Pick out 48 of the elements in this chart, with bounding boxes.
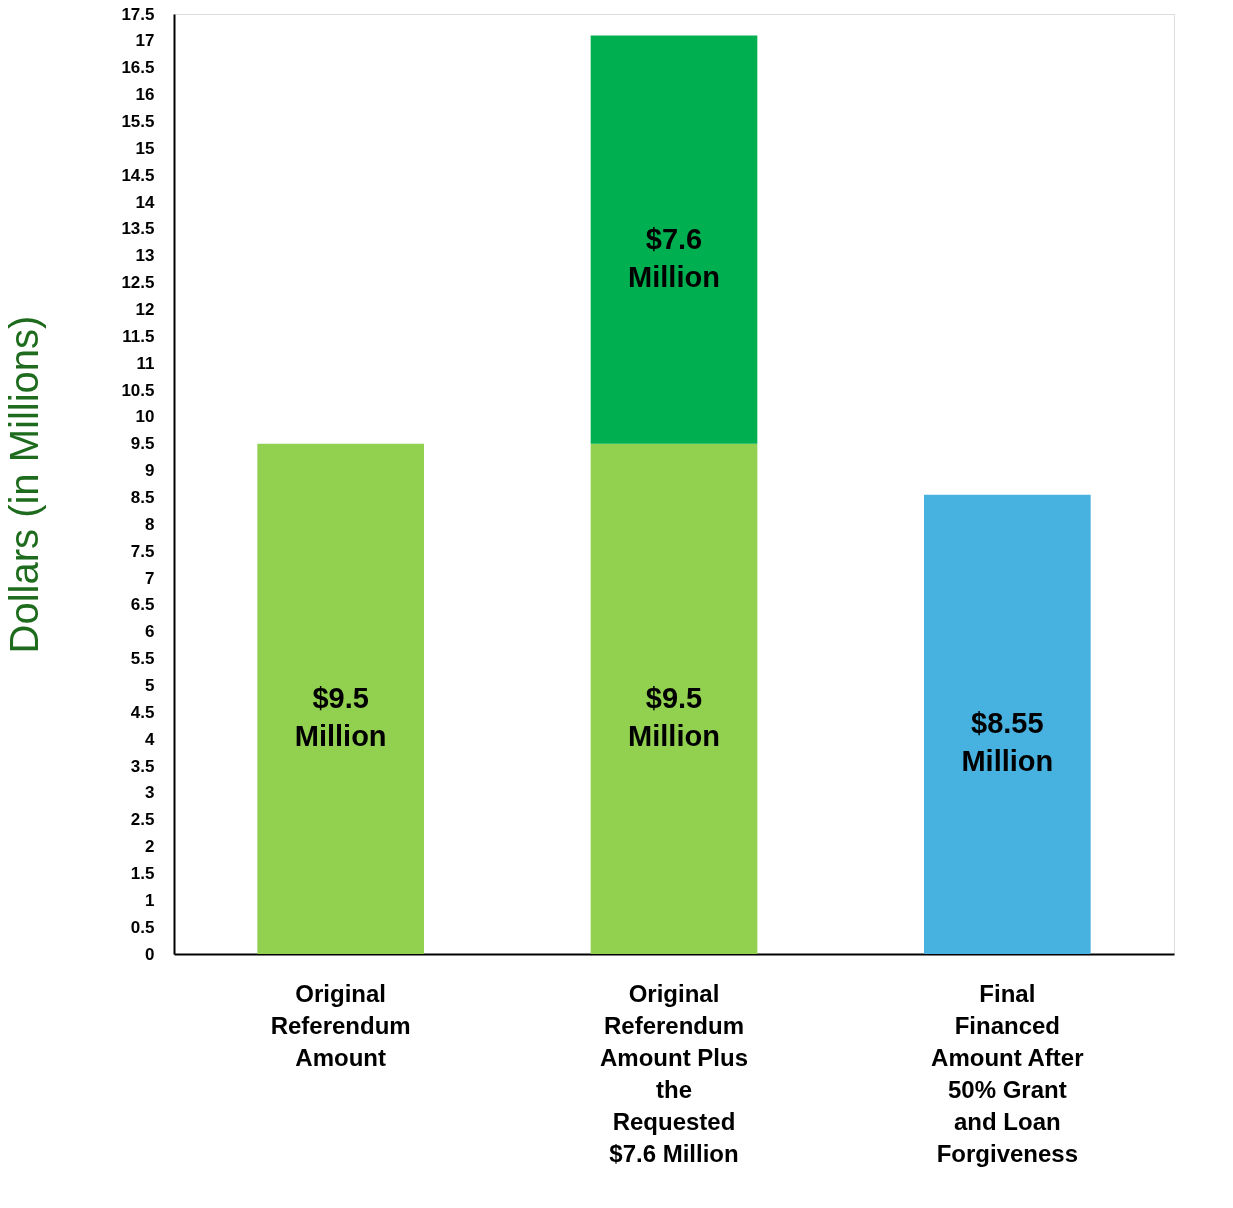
y-tick-label: 14.5 — [121, 165, 155, 185]
y-tick-label: 0 — [145, 944, 155, 964]
y-tick-label: 16 — [135, 85, 155, 105]
y-tick-label: 10 — [135, 407, 155, 427]
y-tick-label: 2 — [145, 837, 155, 857]
x-tick-label: Final Financed Amount After 50% Grant and Loan Forgiveness — [931, 979, 1084, 1167]
y-tick-label: 4.5 — [130, 702, 155, 722]
y-tick-label: 8 — [145, 514, 155, 534]
y-tick-label: 15 — [135, 138, 155, 158]
data-label: $7.6 Million — [628, 222, 720, 293]
y-tick-label: 11.5 — [122, 326, 155, 346]
y-tick-label: 14 — [135, 192, 156, 212]
y-tick-label: 4 — [145, 729, 156, 749]
y-tick-label: 10.5 — [121, 380, 155, 400]
y-axis-title: Dollars (in Millions) — [2, 315, 47, 654]
bar — [924, 494, 1091, 954]
y-tick-label: 7.5 — [130, 541, 155, 561]
y-tick-label: 17.5 — [121, 4, 155, 24]
data-label: $8.55 Million — [961, 707, 1054, 778]
data-label: $9.5 Million — [628, 681, 720, 752]
y-tick-label: 3.5 — [130, 756, 155, 776]
y-tick-label: 13.5 — [121, 219, 155, 239]
y-tick-label: 9 — [145, 461, 155, 481]
y-tick-label: 8.5 — [130, 487, 155, 507]
y-tick-label: 11 — [136, 353, 155, 373]
y-tick-label: 12 — [135, 299, 155, 319]
bar — [590, 443, 758, 954]
y-tick-label: 9.5 — [130, 434, 155, 454]
y-tick-label: 0.5 — [130, 917, 155, 937]
x-tick-label: Original Referendum Amount Plus the Requested $7.6 Million — [600, 979, 748, 1167]
bar — [590, 35, 758, 444]
y-tick-label: 16.5 — [121, 58, 155, 78]
y-tick-label: 5.5 — [130, 649, 155, 669]
y-tick-label: 1.5 — [130, 863, 155, 883]
y-tick-label: 5 — [145, 675, 155, 695]
x-tick-label: Original Referendum Amount — [270, 979, 411, 1071]
bar — [257, 443, 424, 954]
data-label: $9.5 Million — [294, 681, 387, 752]
y-tick-label: 15.5 — [121, 111, 155, 131]
y-tick-label: 13 — [135, 246, 155, 266]
y-tick-label: 6.5 — [130, 595, 155, 615]
y-tick-label: 2.5 — [130, 810, 155, 830]
y-tick-label: 12.5 — [121, 273, 155, 293]
y-tick-label: 17 — [135, 31, 155, 51]
y-tick-label: 6 — [145, 622, 155, 642]
y-tick-label: 1 — [145, 890, 155, 910]
y-tick-label: 3 — [145, 783, 155, 803]
y-tick-label: 7 — [145, 568, 155, 588]
